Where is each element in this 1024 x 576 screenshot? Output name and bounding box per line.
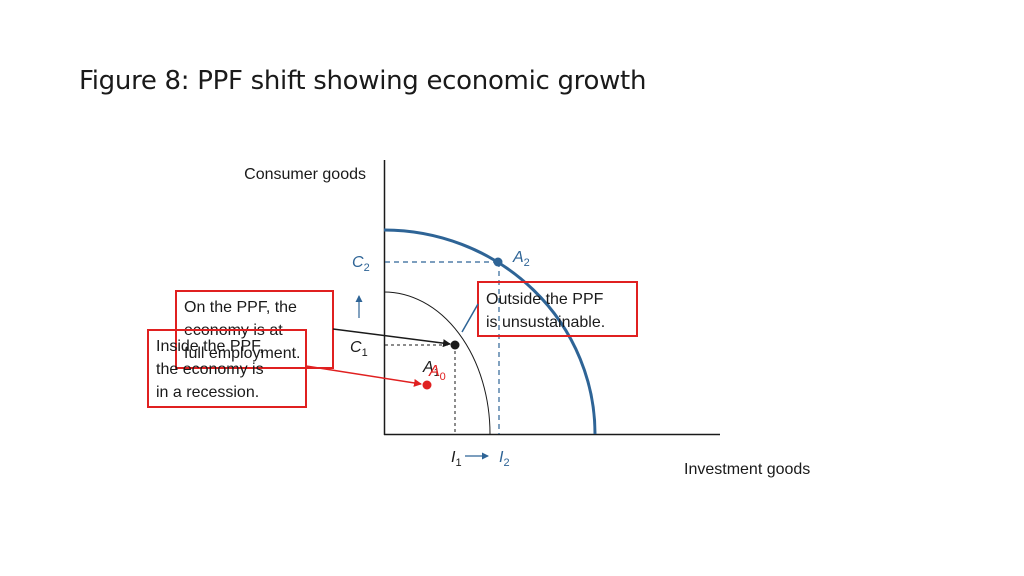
label-a1: A1 bbox=[422, 359, 440, 379]
callout-inside-ppf-text: Inside the PPF, the economy is in a rece… bbox=[156, 338, 268, 401]
label-a0: A0 bbox=[428, 363, 446, 383]
y-axis-label: Consumer goods bbox=[244, 166, 366, 183]
pointer-outside-ppf bbox=[461, 303, 479, 333]
label-a2: A2 bbox=[512, 249, 530, 269]
label-i1: I1 bbox=[451, 449, 462, 469]
label-c2: C2 bbox=[352, 254, 370, 274]
pointer-inside-ppf bbox=[305, 365, 422, 387]
point-a1 bbox=[450, 340, 460, 350]
label-i2: I2 bbox=[499, 449, 510, 469]
label-c1: C1 bbox=[350, 339, 368, 359]
figure-title: Figure 8: PPF shift showing economic gro… bbox=[79, 66, 647, 96]
pointer-on-ppf bbox=[332, 328, 451, 348]
x-axis-label: Investment goods bbox=[684, 461, 810, 478]
callout-outside-ppf-box bbox=[477, 281, 638, 337]
point-a2 bbox=[493, 257, 503, 267]
ppf-outer-curve bbox=[383, 228, 597, 435]
callout-inside-ppf-box bbox=[147, 329, 307, 408]
callout-on-ppf-text: On the PPF, the economy is at full emplo… bbox=[184, 299, 301, 362]
point-a0 bbox=[422, 380, 432, 390]
callout-outside-ppf-text: Outside the PPF is unsustainable. bbox=[486, 291, 608, 331]
ppf-inner-curve bbox=[383, 291, 491, 435]
